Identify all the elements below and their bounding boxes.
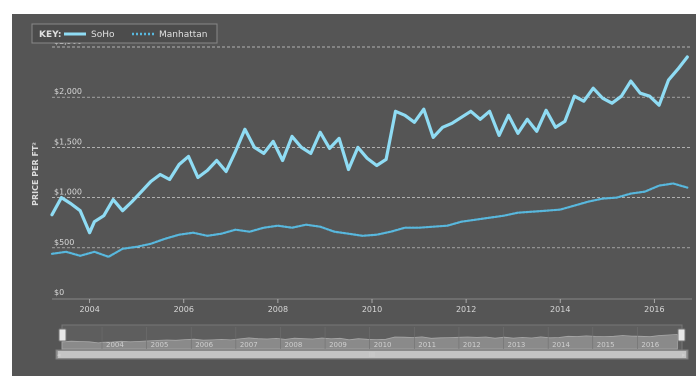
legend-manhattan-label: Manhattan xyxy=(159,30,207,40)
legend-soho-label: SoHo xyxy=(91,30,115,40)
y-axis-ticks: $2,500$2,000$1,500$1,000$500$0 xyxy=(54,37,82,297)
x-tick-label: 2010 xyxy=(362,305,382,314)
x-tick-label: 2012 xyxy=(456,305,476,314)
navigator-year-label: 2016 xyxy=(641,341,659,349)
y-tick-label: $2,000 xyxy=(54,87,82,96)
navigator-year-label: 2013 xyxy=(508,341,526,349)
legend-box xyxy=(31,23,218,44)
navigator-year-labels: 2004 2005 2006 2007 2008 2009 2010 2011 2012 2013… xyxy=(101,327,660,349)
x-axis-ticks: 2004 2006 2008 2010 2012 2014 2016 xyxy=(52,298,692,314)
navigator-year-label: 2011 xyxy=(418,341,436,349)
navigator-year-label: 2009 xyxy=(329,341,347,349)
y-tick-label: $500 xyxy=(54,238,74,247)
scrollbar-right-arrow-icon[interactable]: ▸ xyxy=(682,351,686,359)
navigator-scrollbar-thumb[interactable] xyxy=(58,351,686,358)
navigator-year-label: 2007 xyxy=(240,341,258,349)
navigator-year-label: 2014 xyxy=(552,341,570,349)
navigator-year-label: 2008 xyxy=(284,341,302,349)
price-chart: $2,500$2,000$1,500$1,000$500$0 200420062… xyxy=(31,23,692,360)
x-tick-label: 2006 xyxy=(174,305,194,314)
x-tick-label: 2016 xyxy=(644,305,664,314)
navigator-year-label: 2015 xyxy=(597,341,615,349)
navigator-right-handle[interactable] xyxy=(677,328,686,342)
scrollbar-grip-icon[interactable]: III xyxy=(369,351,375,359)
y-axis-label: PRICE PER FT² xyxy=(31,142,40,206)
x-tick-label: 2004 xyxy=(79,305,99,314)
navigator-year-label: 2006 xyxy=(195,341,213,349)
chart-panel: $2,500$2,000$1,500$1,000$500$0 200420062… xyxy=(12,14,696,376)
x-tick-label: 2008 xyxy=(268,305,288,314)
legend: KEY: SoHo Manhattan xyxy=(31,23,218,44)
navigator-year-label: 2005 xyxy=(151,341,169,349)
navigator-year-label: 2010 xyxy=(374,341,392,349)
navigator-year-label: 2004 xyxy=(106,341,124,349)
series-line-soho xyxy=(50,55,689,235)
series-line-manhattan xyxy=(50,182,689,258)
y-tick-label: $1,500 xyxy=(54,137,82,146)
y-tick-label: $1,000 xyxy=(54,188,82,197)
navigator-left-handle[interactable] xyxy=(58,328,67,342)
legend-key-label: KEY: xyxy=(39,30,61,40)
y-tick-label: $0 xyxy=(54,288,64,297)
x-tick-label: 2014 xyxy=(550,305,570,314)
range-navigator[interactable]: 2004 2005 2006 2007 2008 2009 2010 2011 2012 2013… xyxy=(55,324,689,360)
series-layer xyxy=(50,55,689,258)
navigator-year-label: 2012 xyxy=(463,341,481,349)
scrollbar-left-arrow-icon[interactable]: ◂ xyxy=(57,351,61,359)
grid-lines xyxy=(52,46,692,249)
